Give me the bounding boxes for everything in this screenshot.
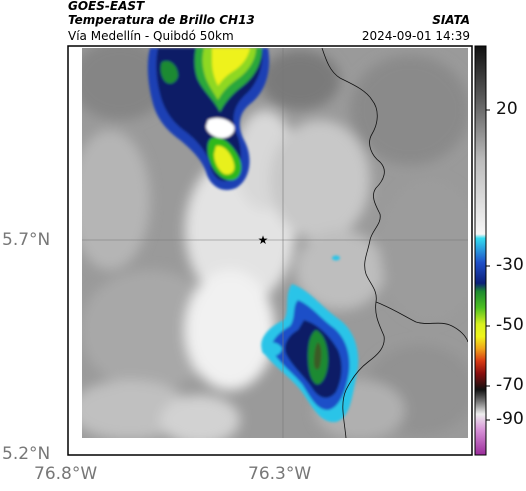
satellite-imagery: ★: [82, 48, 468, 438]
lon-label-76-8: 76.8°W: [34, 464, 98, 484]
region-subtitle: Vía Medellín - Quibdó 50km: [68, 29, 234, 43]
lon-label-76-3: 76.3°W: [248, 464, 312, 484]
convective-cell-north: [147, 48, 270, 191]
convective-cell-south: [261, 255, 359, 423]
colorbar-tick-label: -50: [496, 315, 524, 335]
timestamp-label: 2024-09-01 14:39: [361, 29, 470, 43]
colorbar-tick-label: -90: [496, 409, 524, 429]
product-title: Temperatura de Brillo CH13: [68, 13, 255, 27]
star-icon: ★: [258, 233, 269, 247]
lat-label-5-2: 5.2°N: [2, 444, 51, 464]
organization-label: SIATA: [432, 13, 470, 27]
colorbar-tick-label: -70: [496, 375, 524, 395]
colorbar-tick-label: -30: [496, 255, 524, 275]
plot-frame: [67, 45, 473, 456]
satellite-name: GOES-EAST: [68, 0, 145, 13]
department-borders: [321, 48, 468, 438]
colorbar: [474, 45, 487, 456]
lat-label-5-7: 5.7°N: [2, 230, 51, 250]
colorbar-tick-label: 20: [496, 99, 518, 119]
colorbar-ticks: [486, 109, 490, 421]
